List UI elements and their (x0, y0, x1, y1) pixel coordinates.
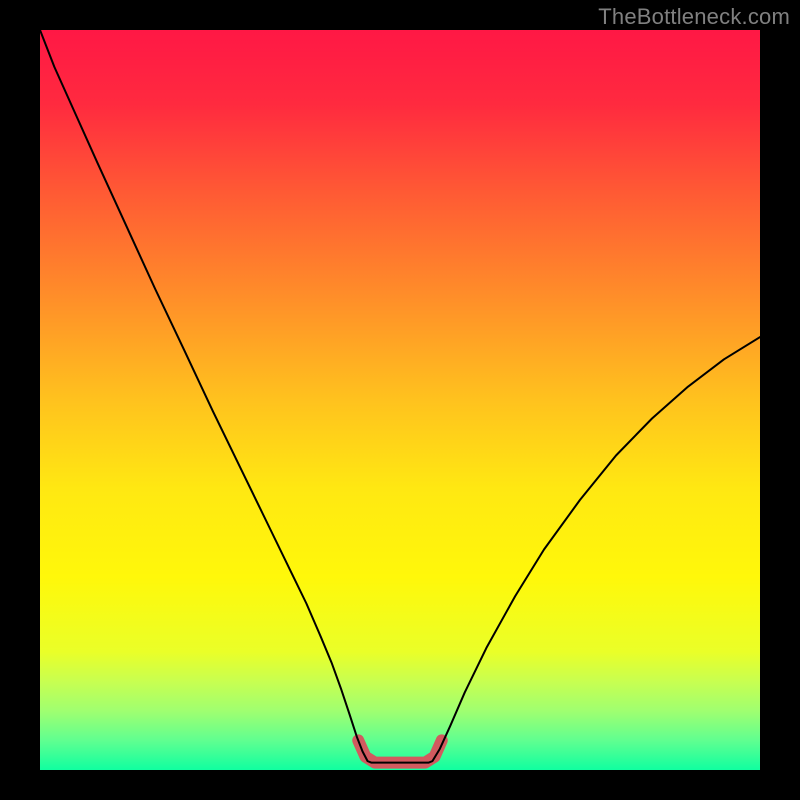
bottleneck-curve (40, 30, 760, 763)
chart-frame: TheBottleneck.com (0, 0, 800, 800)
watermark-text: TheBottleneck.com (598, 4, 790, 30)
highlight-segment (358, 740, 442, 762)
plot-area (40, 30, 760, 770)
curve-layer (40, 30, 760, 770)
